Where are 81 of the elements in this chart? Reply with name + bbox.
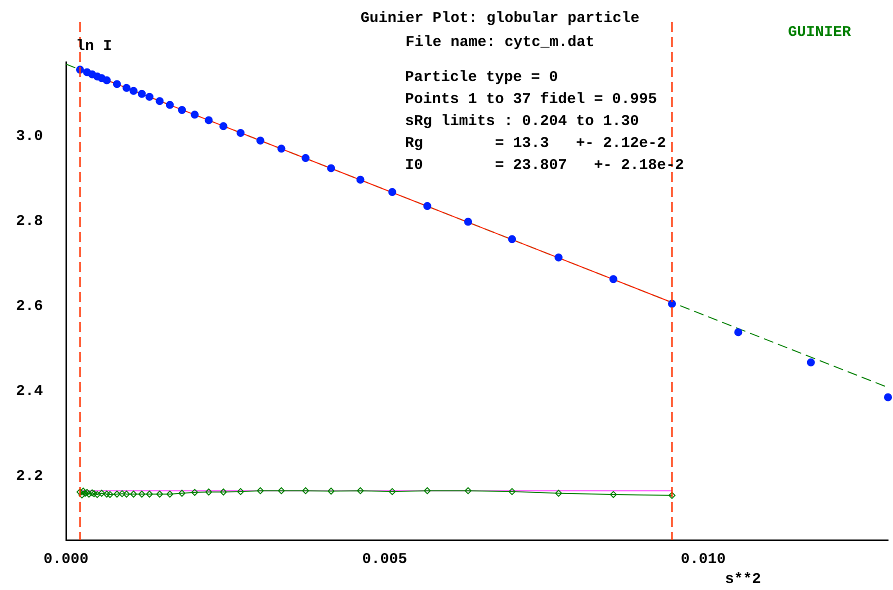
point — [76, 488, 84, 496]
annotation: Points 1 to 37 fidel = 0.995 — [405, 91, 658, 108]
point — [146, 490, 153, 498]
point — [219, 122, 228, 130]
y-tick-label: 3.0 — [16, 128, 43, 146]
point — [610, 491, 617, 498]
point — [191, 488, 198, 496]
y-tick-label: 2.6 — [16, 298, 43, 316]
point — [156, 97, 164, 106]
point — [130, 490, 138, 498]
point — [302, 487, 310, 494]
point — [113, 490, 120, 498]
annotation: Particle type = 0 — [405, 69, 558, 86]
y-tick-label: 2.4 — [16, 383, 43, 400]
point — [204, 116, 213, 124]
point — [85, 490, 92, 498]
point — [388, 488, 396, 496]
point — [806, 358, 815, 366]
y-axis-title: ln I — [76, 38, 112, 55]
point — [884, 393, 892, 402]
point — [424, 487, 431, 494]
point — [205, 488, 212, 496]
annotation: Rg = 13.3 +- 2.12e-2 — [405, 135, 666, 152]
point — [102, 76, 111, 84]
point — [464, 487, 472, 494]
point — [256, 136, 264, 145]
point — [106, 491, 114, 498]
y-tick-label: 2.8 — [16, 213, 43, 230]
point — [178, 490, 186, 497]
point — [88, 489, 96, 496]
point — [90, 490, 98, 498]
point — [508, 235, 516, 244]
point — [328, 488, 335, 495]
point — [80, 488, 87, 495]
point — [166, 490, 174, 498]
point — [112, 80, 121, 88]
point — [138, 490, 146, 498]
point — [78, 491, 86, 498]
point — [609, 275, 618, 284]
point — [190, 110, 199, 119]
point — [145, 92, 154, 101]
point — [356, 487, 364, 494]
point — [236, 128, 245, 137]
annotation: sRg limits : 0.204 to 1.30 — [405, 113, 640, 130]
point — [94, 491, 101, 498]
chart-title: Guinier Plot: globular particle — [360, 10, 640, 27]
point — [220, 488, 227, 496]
x-axis-title: s**2 — [725, 571, 762, 588]
point — [277, 144, 286, 153]
point — [98, 490, 106, 497]
point — [555, 490, 562, 497]
point — [302, 154, 310, 162]
x-tick-label: 0.000 — [43, 550, 89, 568]
point — [138, 90, 146, 98]
point — [423, 202, 432, 210]
point — [118, 490, 126, 498]
point — [388, 188, 396, 196]
point — [734, 328, 742, 336]
point — [103, 490, 110, 498]
annotation: I0 = 23.807 +- 2.18e-2 — [405, 157, 684, 174]
point — [356, 176, 364, 184]
point — [122, 84, 131, 92]
point — [237, 488, 244, 496]
point — [327, 164, 336, 172]
point — [668, 492, 676, 499]
point — [278, 487, 285, 494]
point — [256, 487, 264, 494]
x-tick-label: 0.005 — [362, 550, 408, 568]
y-tick-label: 2.2 — [16, 468, 43, 486]
point — [178, 106, 186, 114]
point — [508, 488, 516, 496]
point — [464, 218, 472, 226]
x-tick-label: 0.010 — [680, 550, 726, 568]
point — [554, 253, 563, 262]
point — [130, 86, 138, 95]
point — [668, 300, 676, 308]
point — [156, 490, 164, 498]
chart-subtitle: File name: cytc_m.dat — [405, 34, 595, 51]
point — [123, 490, 130, 498]
point — [166, 100, 174, 109]
text: GUINIER — [788, 24, 852, 41]
